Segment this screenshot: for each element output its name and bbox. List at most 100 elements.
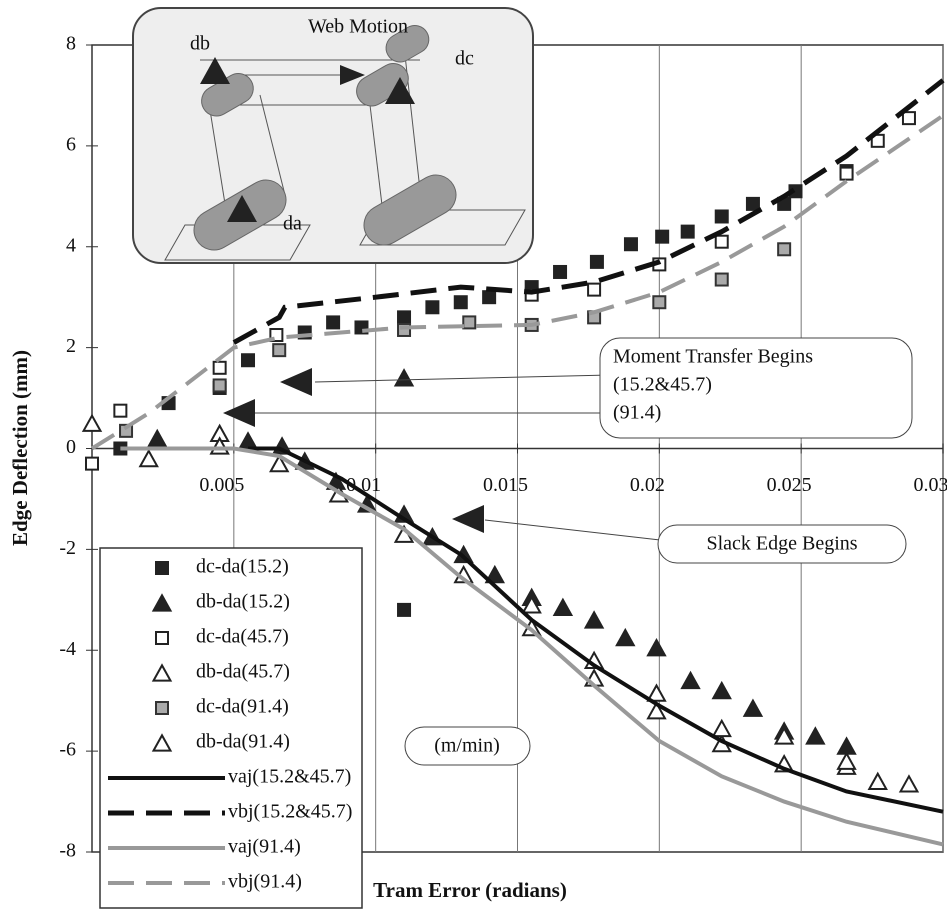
point: [680, 670, 701, 690]
point: [623, 237, 638, 252]
marker-da: [227, 195, 257, 222]
line-series: [232, 78, 945, 345]
arrow-head: [223, 399, 255, 427]
y-tick-label: 2: [66, 335, 76, 357]
annotation: Slack Edge Begins: [706, 533, 857, 555]
web-edge: [259, 94, 286, 196]
x-axis-label: Tram Error (radians): [373, 878, 567, 902]
inset-label: dc: [455, 48, 474, 70]
point: [898, 774, 920, 793]
point: [652, 295, 667, 310]
annotations: Moment Transfer Begins (15.2&45.7) (91.4…: [223, 337, 913, 766]
point: [269, 453, 290, 473]
point: [241, 353, 256, 368]
legend-swatch: [155, 701, 169, 715]
point: [870, 133, 885, 148]
annotation: Moment Transfer Begins: [613, 346, 813, 368]
point: [462, 315, 477, 330]
x-tick-label: 0.03: [914, 474, 947, 496]
point: [119, 423, 134, 438]
point: [646, 701, 667, 720]
y-tick-label: 6: [66, 133, 76, 155]
legend-label: db-da(91.4): [196, 731, 290, 753]
y-tick-label: 8: [66, 33, 76, 55]
point: [482, 290, 497, 305]
point: [589, 254, 604, 269]
point: [646, 638, 667, 657]
x-tick-label: 0.005: [199, 474, 244, 496]
legend-label: dc-da(91.4): [196, 696, 289, 718]
point: [393, 368, 415, 387]
arrow-line: [484, 519, 661, 541]
y-axis-label: Edge Deflection (mm): [8, 350, 32, 546]
point: [714, 234, 729, 249]
point: [655, 229, 670, 244]
legend-swatch: [155, 631, 169, 645]
y-tick-label: 0: [66, 436, 76, 458]
annotation: (15.2&45.7): [613, 374, 712, 396]
inset-label: da: [283, 213, 302, 235]
point: [680, 224, 695, 239]
point: [745, 196, 760, 211]
annotation: (m/min): [434, 735, 500, 757]
marker-dc: [385, 77, 415, 104]
x-tick-label: 0.02: [630, 474, 665, 496]
line-series: [120, 446, 944, 847]
marker-db: [200, 57, 230, 84]
annotation-box: [404, 726, 531, 766]
x-tick-label: 0.01: [346, 474, 381, 496]
legend-label: db-da(15.2): [196, 591, 290, 613]
point: [646, 683, 667, 702]
point: [212, 360, 227, 375]
legend-label: vaj(15.2&45.7): [228, 766, 351, 788]
point: [212, 378, 227, 393]
point: [839, 166, 854, 181]
legend-swatch: [155, 561, 169, 575]
inset-label: db: [190, 33, 210, 55]
inset-title: Web Motion: [308, 16, 408, 38]
point: [836, 751, 857, 770]
point: [773, 726, 795, 745]
point: [714, 209, 729, 224]
legend-label: vaj(91.4): [228, 836, 301, 858]
point: [272, 343, 287, 358]
line-series: [90, 113, 945, 451]
point: [867, 771, 888, 791]
point: [587, 282, 602, 297]
annotation-box: [657, 524, 907, 564]
arrow-head: [452, 505, 484, 533]
point: [777, 242, 792, 257]
point: [714, 272, 729, 287]
motion-arrow: [340, 65, 365, 85]
x-tick-label: 0.025: [767, 474, 812, 496]
inset: Web Motion db dc da: [132, 7, 534, 264]
point: [552, 597, 574, 617]
line-series: [248, 446, 944, 814]
web-sheet: [164, 224, 311, 261]
point: [147, 428, 168, 448]
point: [583, 610, 605, 629]
y-tick-label: -4: [59, 638, 76, 660]
point: [901, 111, 916, 126]
point: [711, 718, 732, 738]
annotation: (91.4): [613, 402, 661, 424]
y-tick-label: -2: [59, 537, 76, 559]
point: [453, 295, 468, 310]
x-tick-label: 0.015: [483, 474, 528, 496]
point: [138, 448, 159, 468]
y-tick-label: -6: [59, 739, 76, 761]
legend-swatch: [151, 733, 173, 752]
point: [521, 595, 542, 614]
point: [742, 698, 764, 717]
annotation-box: [599, 337, 913, 439]
point: [397, 602, 412, 617]
point: [805, 726, 826, 745]
legend-label: vbj(91.4): [228, 871, 302, 893]
legend-swatch: [151, 593, 173, 612]
point: [711, 680, 732, 700]
point: [326, 315, 341, 330]
point: [85, 456, 99, 471]
arrow-head: [280, 368, 312, 396]
legend-label: vbj(15.2&45.7): [228, 801, 352, 823]
